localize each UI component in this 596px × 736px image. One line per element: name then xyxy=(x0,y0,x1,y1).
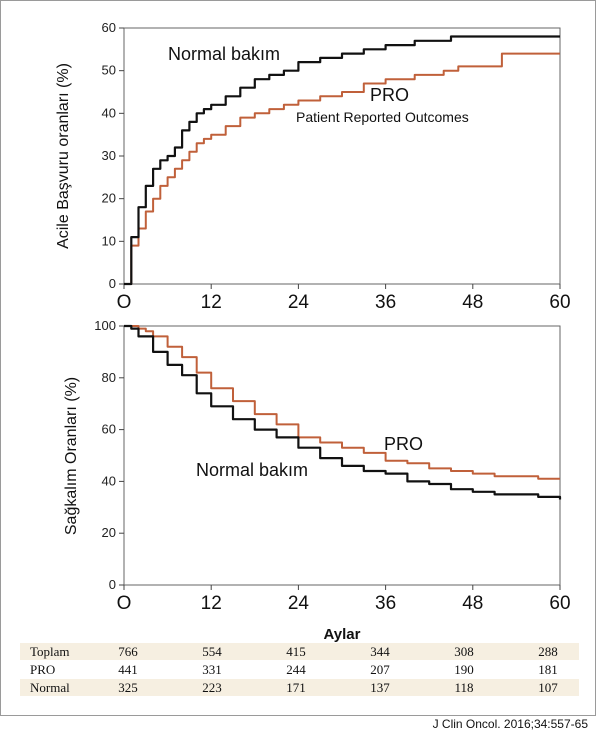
bottom-annotation-normal: Normal bakım xyxy=(196,460,308,480)
top-plot-area xyxy=(123,27,561,285)
risk-cell: 308 xyxy=(454,644,474,659)
bottom-x-tick-label: 60 xyxy=(549,593,570,614)
top-series xyxy=(124,35,560,286)
risk-cell: 223 xyxy=(202,680,222,695)
top-x-tick-label: 36 xyxy=(375,292,396,313)
top-y-tick-label: 30 xyxy=(102,148,116,163)
risk-cell: 415 xyxy=(286,644,306,659)
top-series-line-pro xyxy=(124,52,560,285)
top-y-tick-label: 0 xyxy=(109,276,116,291)
bottom-x-tick-label: 48 xyxy=(462,593,483,614)
top-annotation-normal: Normal bakım xyxy=(168,44,280,64)
risk-cell: 190 xyxy=(454,662,474,677)
risk-cell: 171 xyxy=(286,680,306,695)
bottom-chart: 0 20 40 60 80 100 O 12 24 36 48 60 Sağkalım Oranla… xyxy=(63,318,571,643)
top-series-line-normal xyxy=(124,35,560,286)
top-chart: 0 10 20 30 40 50 60 O 12 24 36 48 60 Acile Başvuru … xyxy=(55,20,571,313)
bottom-y-tick-label: 20 xyxy=(102,525,116,540)
risk-cell: 766 xyxy=(118,644,138,659)
bottom-y-tick-label: 40 xyxy=(102,473,116,488)
top-annotation-pro-full: Patient Reported Outcomes xyxy=(296,109,469,125)
bottom-x-tick-label: O xyxy=(117,593,132,614)
risk-cell: 207 xyxy=(370,662,390,677)
top-y-axis-title: Acile Başvuru oranları (%) xyxy=(55,63,72,249)
risk-cell: 554 xyxy=(202,644,222,659)
top-y-tick-label: 50 xyxy=(102,63,116,78)
bottom-plot-area xyxy=(123,325,561,586)
risk-row-label: PRO xyxy=(30,662,55,677)
bottom-y-axis-title: Sağkalım Oranları (%) xyxy=(63,377,80,535)
risk-cell: 107 xyxy=(538,680,558,695)
bottom-y-tick-label: 80 xyxy=(102,370,116,385)
top-x-tick-label: 60 xyxy=(549,292,570,313)
risk-row-stripe xyxy=(20,679,579,696)
bottom-y-tick-label: 0 xyxy=(109,577,116,592)
risk-cell: 118 xyxy=(454,680,473,695)
top-x-tick-label: 24 xyxy=(288,292,310,313)
bottom-series xyxy=(124,324,562,500)
risk-cell: 441 xyxy=(118,662,138,677)
risk-cell: 331 xyxy=(202,662,222,677)
bottom-y-ticks: 0 20 40 60 80 100 xyxy=(94,318,124,592)
risk-cell: 325 xyxy=(118,680,138,695)
bottom-x-tick-label: 36 xyxy=(375,593,396,614)
risk-cell: 288 xyxy=(538,644,558,659)
top-annotation-pro: PRO xyxy=(370,85,409,105)
risk-cell: 244 xyxy=(286,662,306,677)
figure-svg: 0 10 20 30 40 50 60 O 12 24 36 48 60 Acile Başvuru … xyxy=(20,20,579,696)
top-y-tick-label: 10 xyxy=(102,233,116,248)
risk-row-stripe xyxy=(20,643,579,660)
bottom-y-tick-label: 60 xyxy=(102,422,116,437)
top-y-tick-label: 40 xyxy=(102,105,116,120)
risk-cell: 344 xyxy=(370,644,390,659)
top-x-tick-label: 12 xyxy=(201,292,222,313)
bottom-x-ticks: O 12 24 36 48 60 xyxy=(117,585,571,614)
risk-row-label: Normal xyxy=(30,680,70,695)
x-axis-title: Aylar xyxy=(324,626,361,643)
risk-cell: 137 xyxy=(370,680,390,695)
bottom-y-tick-label: 100 xyxy=(94,318,116,333)
bottom-series-line-pro xyxy=(124,325,560,480)
top-x-ticks: O 12 24 36 48 60 xyxy=(117,284,571,313)
bottom-series-line-normal xyxy=(124,324,562,500)
citation: J Clin Oncol. 2016;34:557-65 xyxy=(432,717,588,731)
bottom-annotation-pro: PRO xyxy=(384,434,423,454)
bottom-x-tick-label: 24 xyxy=(288,593,310,614)
risk-cell: 181 xyxy=(538,662,558,677)
bottom-x-tick-label: 12 xyxy=(201,593,222,614)
risk-table: Toplam 766 554 415 344 308 288 PRO 441 331 244 207 1… xyxy=(20,643,579,696)
top-x-tick-label: 48 xyxy=(462,292,483,313)
risk-row-label: Toplam xyxy=(30,644,70,659)
top-y-tick-label: 60 xyxy=(102,20,116,35)
top-y-ticks: 0 10 20 30 40 50 60 xyxy=(102,20,124,291)
top-x-tick-label: O xyxy=(117,292,132,313)
top-y-tick-label: 20 xyxy=(102,191,116,206)
